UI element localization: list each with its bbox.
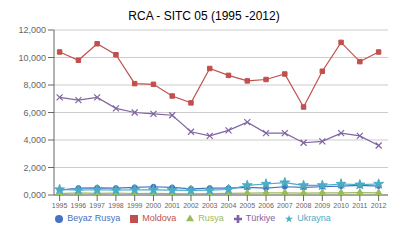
svg-text:6,000: 6,000 [23, 108, 46, 118]
svg-text:0,000: 0,000 [23, 190, 46, 200]
svg-text:2004: 2004 [221, 202, 237, 209]
svg-text:1998: 1998 [108, 202, 124, 209]
svg-text:1995: 1995 [52, 202, 68, 209]
svg-text:1997: 1997 [89, 202, 105, 209]
html-text:Beyaz Rusya: Beyaz Rusya [67, 213, 121, 223]
html-text:Türkiye: Türkiye [245, 213, 276, 223]
svg-text:12,000: 12,000 [18, 25, 46, 35]
svg-text:10,000: 10,000 [18, 53, 46, 63]
svg-text:2,000: 2,000 [23, 163, 46, 173]
svg-text:2012: 2012 [371, 202, 387, 209]
svg-text:2003: 2003 [202, 202, 218, 209]
svg-text:2006: 2006 [258, 202, 274, 209]
svg-text:2008: 2008 [296, 202, 312, 209]
html-text:Rusya: Rusya [198, 213, 224, 223]
svg-text:2001: 2001 [164, 202, 180, 209]
html-text:Ukrayna: Ukrayna [297, 213, 331, 223]
svg-text:4,000: 4,000 [23, 135, 46, 145]
svg-text:1999: 1999 [127, 202, 143, 209]
svg-text:2011: 2011 [352, 202, 367, 209]
html-text:RCA - SITC 05 (1995 -2012): RCA - SITC 05 (1995 -2012) [128, 9, 280, 23]
svg-text:2002: 2002 [183, 202, 199, 209]
svg-text:8,000: 8,000 [23, 80, 46, 90]
svg-text:1996: 1996 [71, 202, 87, 209]
svg-text:2010: 2010 [333, 202, 349, 209]
svg-text:2009: 2009 [315, 202, 331, 209]
svg-text:2000: 2000 [146, 202, 162, 209]
svg-text:2005: 2005 [239, 202, 255, 209]
svg-text:2007: 2007 [277, 202, 293, 209]
html-text:Moldova: Moldova [142, 213, 177, 223]
